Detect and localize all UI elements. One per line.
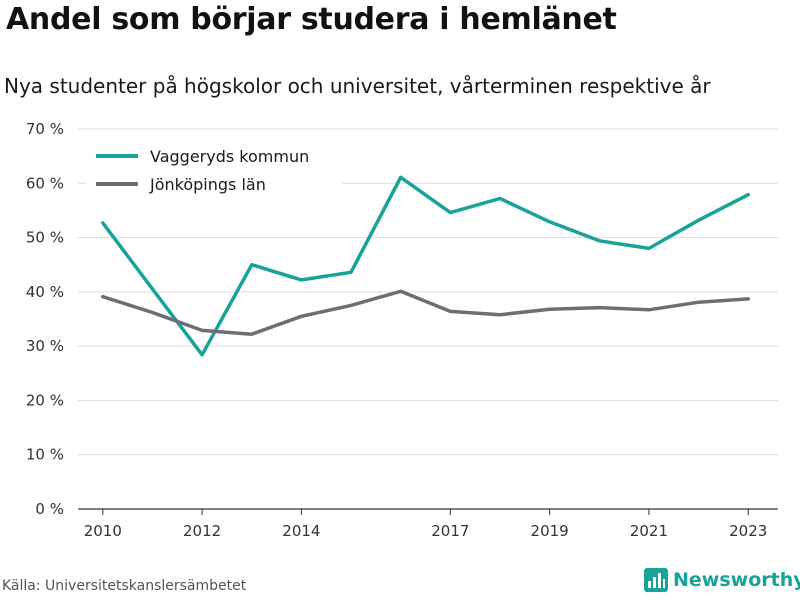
x-tick-label: 2012 xyxy=(183,522,221,540)
y-tick-label: 40 % xyxy=(26,283,64,301)
brand-name: Newsworthy xyxy=(673,569,800,591)
x-tick-label: 2017 xyxy=(431,522,469,540)
y-axis-tick-labels: 0 % 10 % 20 % 30 % 40 % 50 % 60 % 70 % xyxy=(26,120,64,518)
x-tick-label: 2019 xyxy=(531,522,569,540)
bar-chart-logo-icon xyxy=(644,568,668,592)
y-tick-label: 0 % xyxy=(35,500,64,518)
legend-label-2: Jönköpings län xyxy=(149,175,266,194)
y-tick-label: 30 % xyxy=(26,337,64,355)
x-tick-label: 2021 xyxy=(630,522,668,540)
series-lines xyxy=(101,175,750,357)
legend-label-1: Vaggeryds kommun xyxy=(150,147,309,166)
x-axis: 2010 2012 2014 2017 2019 2021 2023 xyxy=(84,509,767,540)
y-tick-label: 50 % xyxy=(26,229,64,247)
chart-title: Andel som börjar studera i hemlänet xyxy=(6,2,617,37)
series-line-1 xyxy=(101,175,750,357)
source-note: Källa: Universitetskanslersämbetet xyxy=(2,578,247,594)
y-tick-label: 10 % xyxy=(26,446,64,464)
x-tick-label: 2014 xyxy=(282,522,320,540)
x-tick-label: 2010 xyxy=(84,522,122,540)
y-tick-label: 60 % xyxy=(26,174,64,192)
series-line-2 xyxy=(101,289,750,336)
brand-logo: Newsworthy xyxy=(644,568,800,592)
gridlines xyxy=(78,128,778,510)
y-tick-label: 70 % xyxy=(26,120,64,138)
legend: Vaggeryds kommun Jönköpings län xyxy=(86,140,342,200)
x-tick-label: 2023 xyxy=(729,522,767,540)
chart-subtitle: Nya studenter på högskolor och universit… xyxy=(4,74,711,98)
legend-background xyxy=(86,140,342,200)
y-tick-label: 20 % xyxy=(26,391,64,409)
